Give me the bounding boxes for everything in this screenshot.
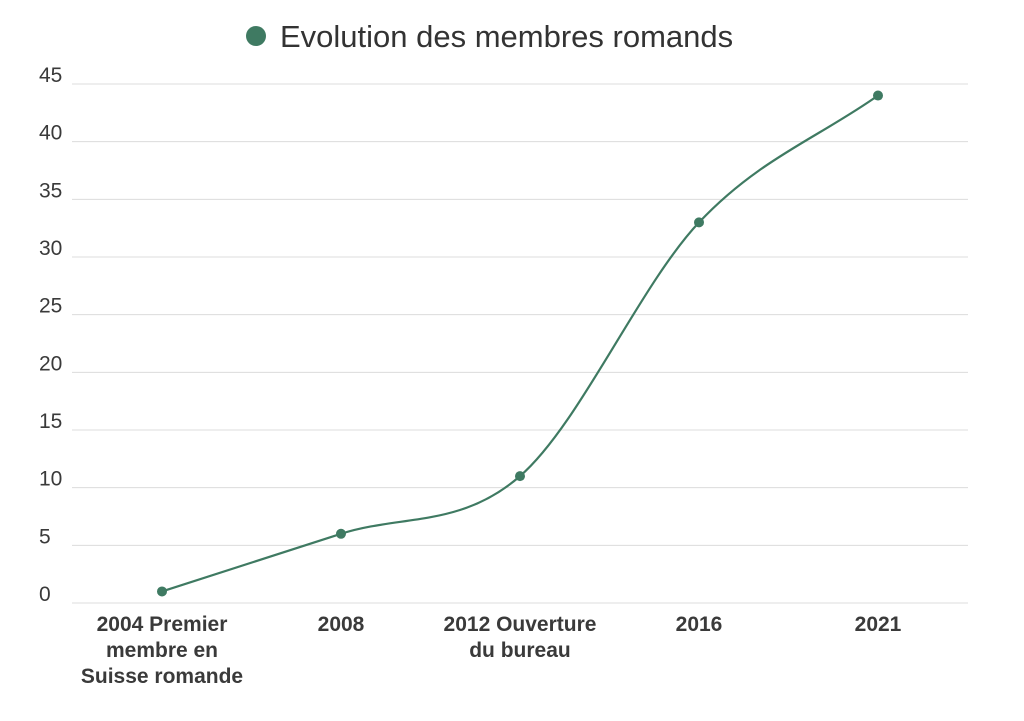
y-tick-label: 20 — [39, 352, 62, 375]
y-tick-label: 5 — [39, 525, 51, 548]
x-tick-label: 2008 — [318, 613, 365, 636]
y-axis-tick-labels: 0 5 10 15 20 25 30 35 40 45 — [39, 64, 62, 606]
series-line — [161, 94, 879, 593]
y-tick-label: 25 — [39, 295, 62, 318]
legend-marker — [246, 26, 266, 46]
data-point — [157, 586, 167, 597]
x-tick-label: 2004 Premier membre en Suisse romande — [81, 613, 243, 688]
y-tick-label: 0 — [39, 583, 51, 606]
data-point — [873, 90, 883, 101]
y-tick-label: 45 — [39, 64, 62, 87]
legend-label: Evolution des membres romands — [280, 19, 733, 54]
x-tick-label: 2012 Ouverture du bureau — [444, 613, 597, 662]
x-axis-category-labels: 2004 Premier membre en Suisse romande 2008 2… — [81, 613, 902, 688]
data-point — [694, 217, 704, 228]
legend: Evolution des membres romands — [246, 19, 733, 54]
gridlines — [72, 83, 968, 604]
y-tick-label: 10 — [39, 468, 62, 491]
y-tick-label: 40 — [39, 122, 62, 145]
series-group — [157, 90, 883, 597]
y-tick-label: 30 — [39, 237, 62, 260]
y-tick-label: 35 — [39, 179, 62, 202]
data-point — [336, 528, 346, 539]
x-tick-label: 2021 — [855, 613, 902, 636]
data-point — [515, 471, 525, 482]
y-tick-label: 15 — [39, 410, 62, 433]
x-tick-label: 2016 — [676, 613, 723, 636]
